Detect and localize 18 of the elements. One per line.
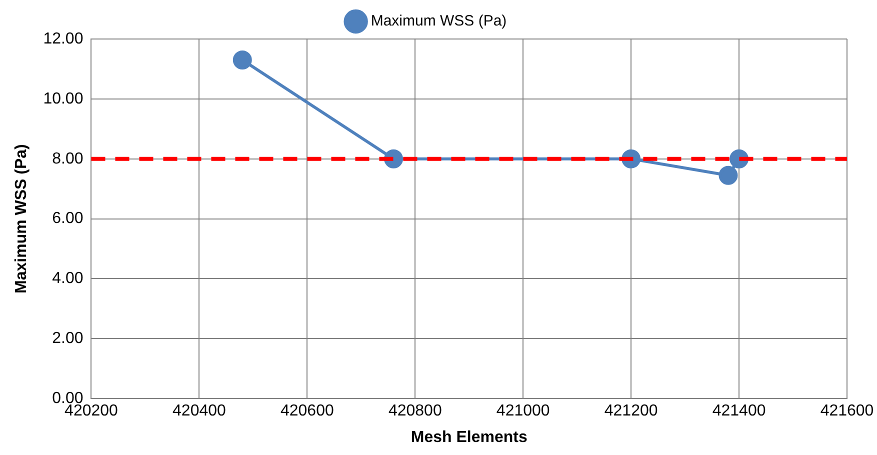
x-tick-label: 421600 <box>820 402 874 420</box>
x-tick-label: 421000 <box>496 402 550 420</box>
legend-label: Maximum WSS (Pa) <box>370 12 507 30</box>
y-tick-label: 4.00 <box>52 270 84 288</box>
x-tick-label: 420800 <box>388 402 442 420</box>
y-tick-label: 12.00 <box>43 30 84 48</box>
point <box>232 50 252 70</box>
point <box>718 166 738 185</box>
y-axis-title: Maximum WSS (Pa) <box>13 144 30 294</box>
y-tick-label: 2.00 <box>52 330 84 348</box>
x-tick-label: 421200 <box>604 402 658 420</box>
y-tick-label: 6.00 <box>52 210 84 228</box>
x-tick-label: 421400 <box>712 402 766 420</box>
y-tick-label: 10.00 <box>43 90 84 108</box>
x-tick-label: 420600 <box>280 402 334 420</box>
x-axis-title: Mesh Elements <box>410 428 528 446</box>
x-tick-label: 420400 <box>172 402 226 420</box>
y-tick-label: 8.00 <box>52 150 84 168</box>
